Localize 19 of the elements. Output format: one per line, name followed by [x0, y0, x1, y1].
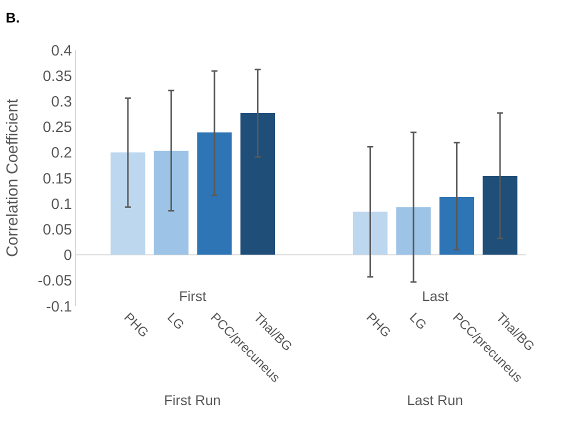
- text: Last Run: [407, 392, 464, 408]
- y-tick-label: 0.3: [51, 93, 72, 110]
- x-tick-label: LG: [406, 310, 430, 332]
- text: First Run: [164, 392, 221, 408]
- annotation: First: [179, 288, 206, 304]
- y-tick-label: 0.2: [51, 144, 72, 162]
- y-tick-label: -0.05: [38, 272, 72, 290]
- y-tick-label: 0: [64, 247, 72, 264]
- y-tick-label: 0.25: [42, 119, 72, 136]
- y-axis-title: Correlation Coefficient: [4, 98, 22, 258]
- y-tick-label: 0.05: [42, 221, 72, 238]
- y-tick-label: 0.4: [51, 42, 72, 60]
- y-tick-label: -0.1: [46, 298, 72, 316]
- annotation: Last: [422, 288, 449, 304]
- y-tick-label: 0.35: [42, 68, 72, 85]
- y-tick-label: 0.1: [51, 196, 72, 213]
- x-tick-label: LG: [164, 310, 188, 332]
- y-tick-label: 0.15: [42, 170, 72, 188]
- chart-title: B.: [6, 9, 20, 26]
